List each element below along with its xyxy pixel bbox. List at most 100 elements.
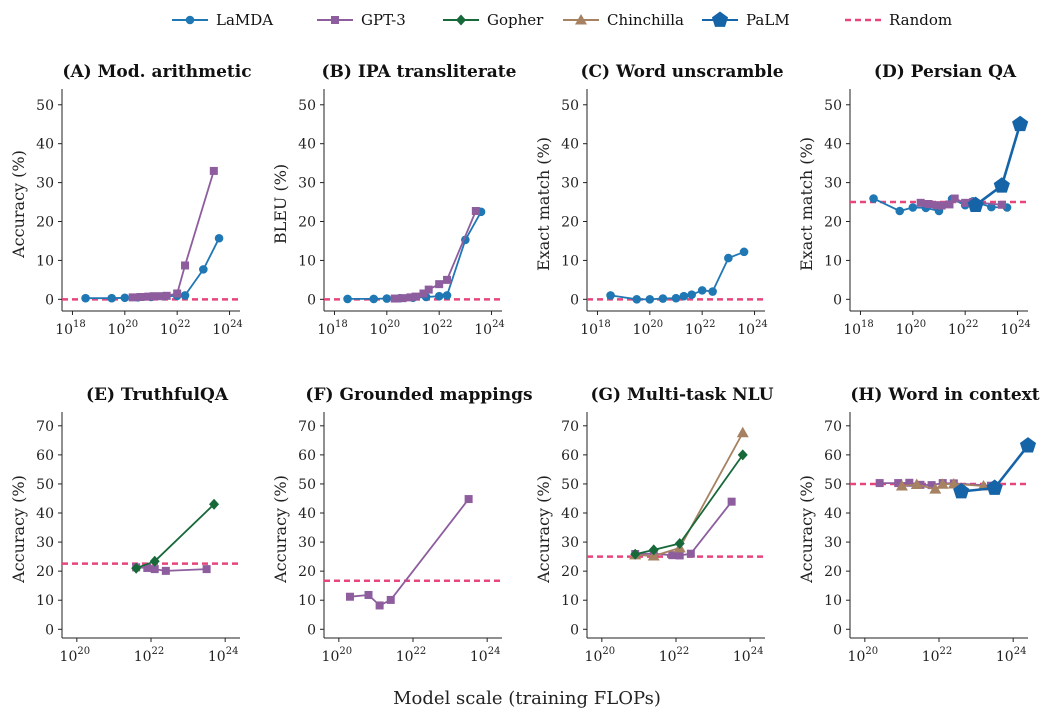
data-point-gpt-3 (375, 601, 384, 610)
data-point-lamda (671, 293, 681, 303)
panel-title: (F) Grounded mappings (305, 385, 532, 405)
data-point-gpt-3 (411, 292, 420, 301)
series-gpt-3 (390, 207, 480, 303)
data-point-gpt-3 (945, 200, 954, 209)
x-tick-label: 1022 (422, 319, 453, 338)
data-point-lamda (869, 194, 878, 203)
y-axis-label: Accuracy (%) (9, 475, 28, 584)
data-point-palm (1019, 437, 1037, 453)
y-tick-label: 50 (561, 98, 579, 114)
y-tick-label: 30 (824, 535, 842, 551)
data-point-lamda (214, 233, 224, 243)
y-tick-label: 0 (307, 622, 316, 638)
data-point-gpt-3 (157, 292, 166, 301)
y-tick-label: 20 (36, 215, 54, 231)
legend-label-palm: PaLM (746, 11, 790, 29)
data-point-gopher (674, 538, 685, 550)
x-tick-label: 1022 (160, 319, 191, 338)
series-line-gpt-3 (349, 498, 470, 607)
y-tick-label: 40 (561, 506, 579, 522)
y-tick-label: 10 (561, 253, 579, 269)
panel-title: (H) Word in context (850, 385, 1039, 405)
x-tick-label: 1024 (474, 319, 505, 338)
data-point-gpt-3 (927, 481, 936, 490)
series-line-lamda (85, 237, 220, 300)
legend-marker-palm (711, 11, 729, 27)
data-point-lamda (987, 202, 996, 212)
data-point-gpt-3 (875, 479, 884, 488)
y-tick-label: 50 (298, 98, 316, 114)
y-tick-label: 50 (824, 477, 842, 493)
y-tick-label: 60 (36, 448, 54, 464)
y-tick-label: 0 (570, 622, 579, 638)
series-line-gpt-3 (635, 501, 733, 557)
series-lamda (81, 233, 224, 303)
data-point-chinchilla (910, 478, 923, 490)
data-point-gpt-3 (443, 275, 452, 284)
data-point-lamda (697, 286, 707, 295)
data-point-gpt-3 (727, 497, 736, 506)
data-point-gpt-3 (424, 285, 433, 294)
data-point-chinchilla (895, 479, 908, 491)
series-lamda (343, 207, 486, 304)
series-line-gpt-3 (132, 170, 215, 299)
data-point-gpt-3 (675, 551, 684, 560)
data-point-lamda (908, 203, 918, 212)
series-gpt-3 (128, 166, 218, 302)
x-tick-label: 1020 (108, 319, 139, 338)
data-point-lamda (369, 294, 379, 304)
data-point-gpt-3 (345, 592, 354, 601)
y-tick-label: 10 (298, 593, 316, 609)
figure-xlabel: Model scale (training FLOPs) (393, 688, 661, 709)
y-axis-label: Exact match (%) (797, 137, 816, 271)
data-point-gpt-3 (419, 289, 428, 298)
panel-title: (G) Multi-task NLU (590, 385, 773, 405)
legend-item-gopher: Gopher (443, 11, 544, 29)
y-tick-label: 0 (45, 622, 54, 638)
data-point-lamda (343, 294, 352, 304)
data-point-gpt-3 (668, 551, 677, 560)
y-tick-label: 20 (298, 215, 316, 231)
y-tick-label: 20 (561, 215, 579, 231)
legend-label-gpt-3: GPT-3 (361, 11, 406, 29)
x-tick-label: 1024 (996, 646, 1027, 665)
data-point-gpt-3 (916, 198, 925, 207)
series-line-lamda (610, 251, 745, 301)
x-tick-label: 1020 (322, 646, 353, 665)
series-chinchilla (629, 426, 749, 561)
data-point-chinchilla (936, 478, 949, 489)
y-tick-label: 50 (561, 477, 579, 493)
data-point-lamda (645, 295, 655, 304)
data-point-gopher (648, 544, 659, 556)
panel-title: (B) IPA transliterate (322, 62, 517, 82)
data-point-lamda (81, 293, 90, 303)
legend-label-gopher: Gopher (487, 11, 544, 29)
legend: LaMDA GPT-3 Gopher Chinchilla PaLM Random (172, 11, 952, 29)
y-tick-label: 70 (36, 419, 54, 435)
data-point-gopher (209, 498, 220, 510)
x-tick-label: 1020 (585, 646, 616, 665)
legend-item-chinchilla: Chinchilla (563, 11, 684, 29)
panel-title: (C) Word unscramble (580, 62, 783, 82)
data-point-gpt-3 (149, 292, 158, 301)
y-tick-label: 60 (298, 448, 316, 464)
y-tick-label: 10 (561, 593, 579, 609)
y-tick-label: 0 (833, 622, 842, 638)
y-tick-label: 20 (824, 215, 842, 231)
y-tick-label: 10 (36, 253, 54, 269)
data-point-lamda (107, 293, 117, 303)
y-tick-label: 20 (36, 564, 54, 580)
data-point-gpt-3 (686, 549, 695, 558)
legend-marker-gopher (456, 14, 466, 26)
y-tick-label: 70 (561, 419, 579, 435)
series-lamda (606, 247, 749, 304)
data-point-gopher (737, 449, 748, 461)
series-gopher (630, 449, 748, 560)
series-line-gopher (135, 503, 215, 570)
